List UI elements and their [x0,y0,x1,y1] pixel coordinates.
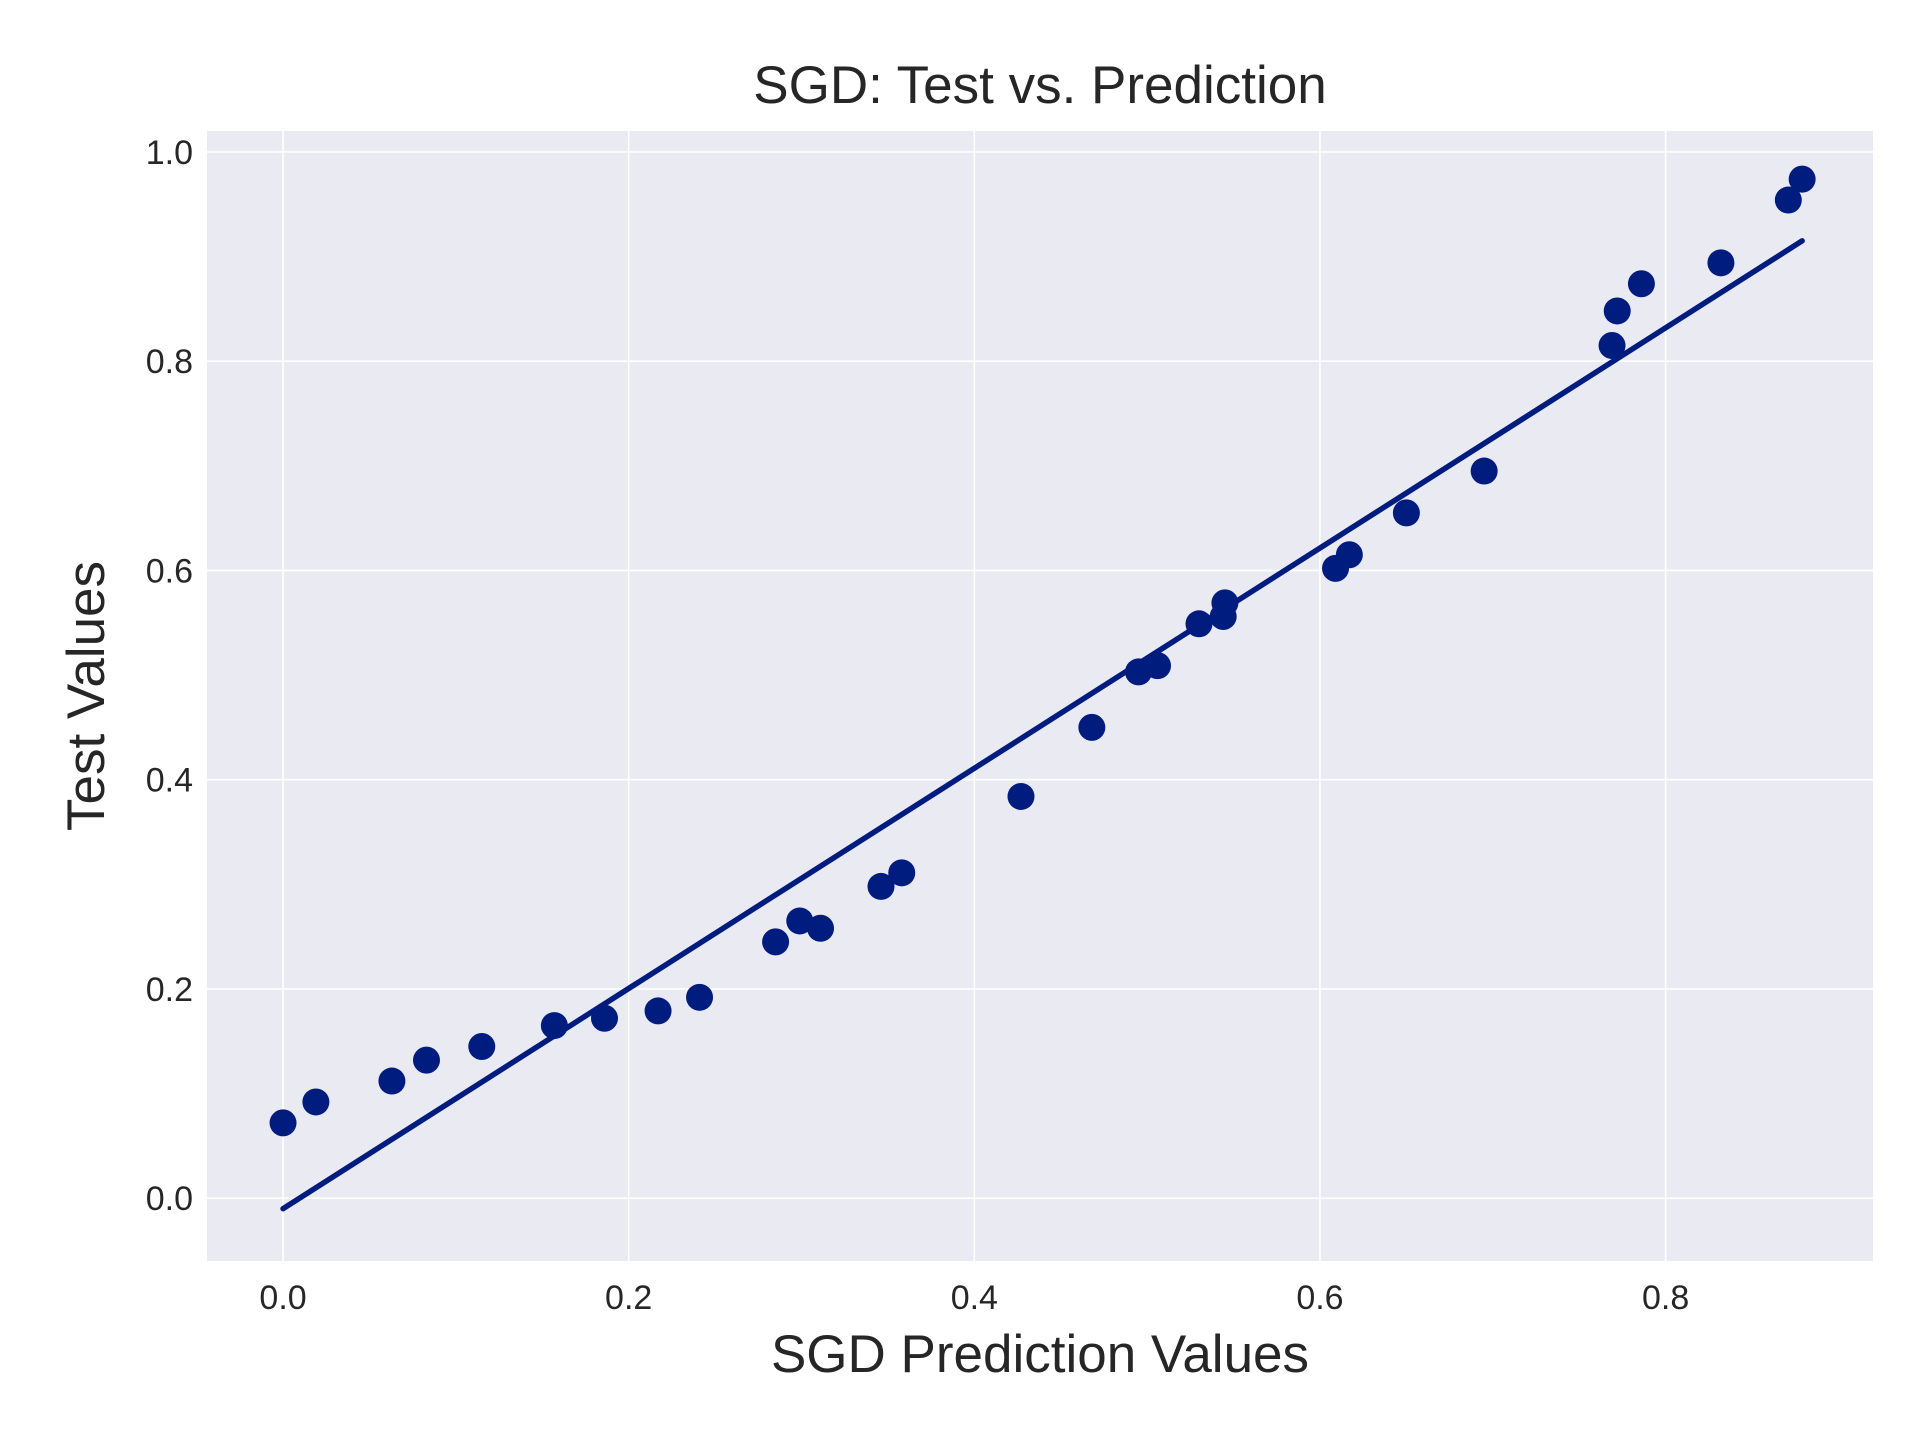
y-tick-label: 0.8 [146,343,193,381]
x-gridlines [282,131,1667,1261]
x-tick-label: 0.2 [605,1279,652,1317]
data-point [867,872,895,900]
data-point [269,1109,297,1137]
y-tick-label: 1.0 [146,134,193,172]
y-tick-label: 0.2 [146,971,193,1009]
data-point [1144,652,1172,680]
data-point [1788,165,1816,193]
data-point [644,997,672,1025]
y-tick-label: 0.4 [146,762,193,800]
x-tick-label: 0.6 [1296,1279,1343,1317]
x-tick-label: 0.4 [951,1279,998,1317]
data-point [1603,297,1631,325]
chart-title: SGD: Test vs. Prediction [753,56,1326,115]
fit-line-group [280,238,1805,1212]
data-point [468,1033,496,1061]
data-point [1627,270,1655,298]
data-point [1078,713,1106,741]
data-point [1007,782,1035,810]
data-point [888,859,916,887]
data-points [269,165,1816,1137]
data-point [1774,186,1802,214]
data-point [1335,541,1363,569]
data-point [686,983,714,1011]
data-point [590,1004,618,1032]
data-point [1470,457,1498,485]
y-tick-label: 0.0 [146,1180,193,1218]
data-point [762,928,790,956]
data-point [1707,249,1735,277]
y-tick-label: 0.6 [146,552,193,590]
x-tick-label: 0.0 [259,1279,306,1317]
data-point [302,1088,330,1116]
data-point [412,1046,440,1074]
y-gridlines [207,151,1873,1200]
y-axis-label: Test Values [57,561,116,831]
x-axis-label: SGD Prediction Values [771,1325,1309,1384]
data-point [1392,499,1420,527]
data-point [807,914,835,942]
plot-area [207,131,1873,1261]
x-tick-labels: 0.0 0.2 0.4 0.6 0.8 [259,1279,1689,1317]
data-point [1211,589,1239,617]
data-point [378,1067,406,1095]
y-tick-labels: 0.0 0.2 0.4 0.6 0.8 1.0 [146,134,193,1218]
data-point [540,1012,568,1040]
data-point [1598,331,1626,359]
x-tick-label: 0.8 [1642,1279,1689,1317]
fit-line [280,238,1805,1212]
data-point [786,907,814,935]
data-point [1185,610,1213,638]
